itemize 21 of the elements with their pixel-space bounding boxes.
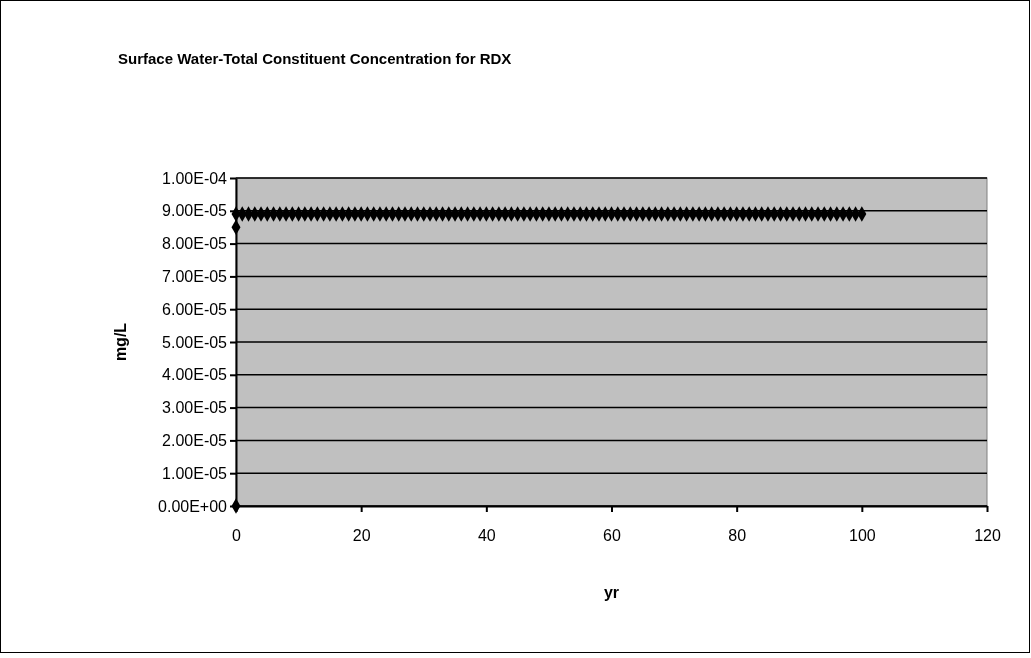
x-tick-label: 80 <box>728 526 747 544</box>
x-tick-label: 0 <box>232 526 242 544</box>
y-tick-label: 2.00E-05 <box>162 432 228 450</box>
y-tick-label: 1.00E-05 <box>162 464 228 482</box>
y-tick-label: 3.00E-05 <box>162 399 228 417</box>
x-tick-label: 40 <box>477 526 496 544</box>
y-tick-label: 4.00E-05 <box>162 366 228 384</box>
y-tick-label: 0.00E+00 <box>158 497 228 515</box>
y-tick-label: 5.00E-05 <box>162 333 228 351</box>
x-tick-label: 120 <box>974 526 1001 544</box>
y-tick-label: 7.00E-05 <box>162 268 228 286</box>
y-tick-label: 1.00E-04 <box>162 169 228 187</box>
y-tick-label: 6.00E-05 <box>162 300 228 318</box>
x-tick-label: 20 <box>352 526 371 544</box>
chart-title: Surface Water-Total Constituent Concentration for RDX <box>118 50 512 67</box>
x-tick-label: 60 <box>603 526 621 544</box>
y-axis-title: mg/L <box>112 322 129 362</box>
y-tick-label: 9.00E-05 <box>162 202 228 220</box>
x-axis-title: yr <box>603 584 620 601</box>
y-tick-label: 8.00E-05 <box>162 235 228 253</box>
x-tick-label: 100 <box>848 526 876 544</box>
